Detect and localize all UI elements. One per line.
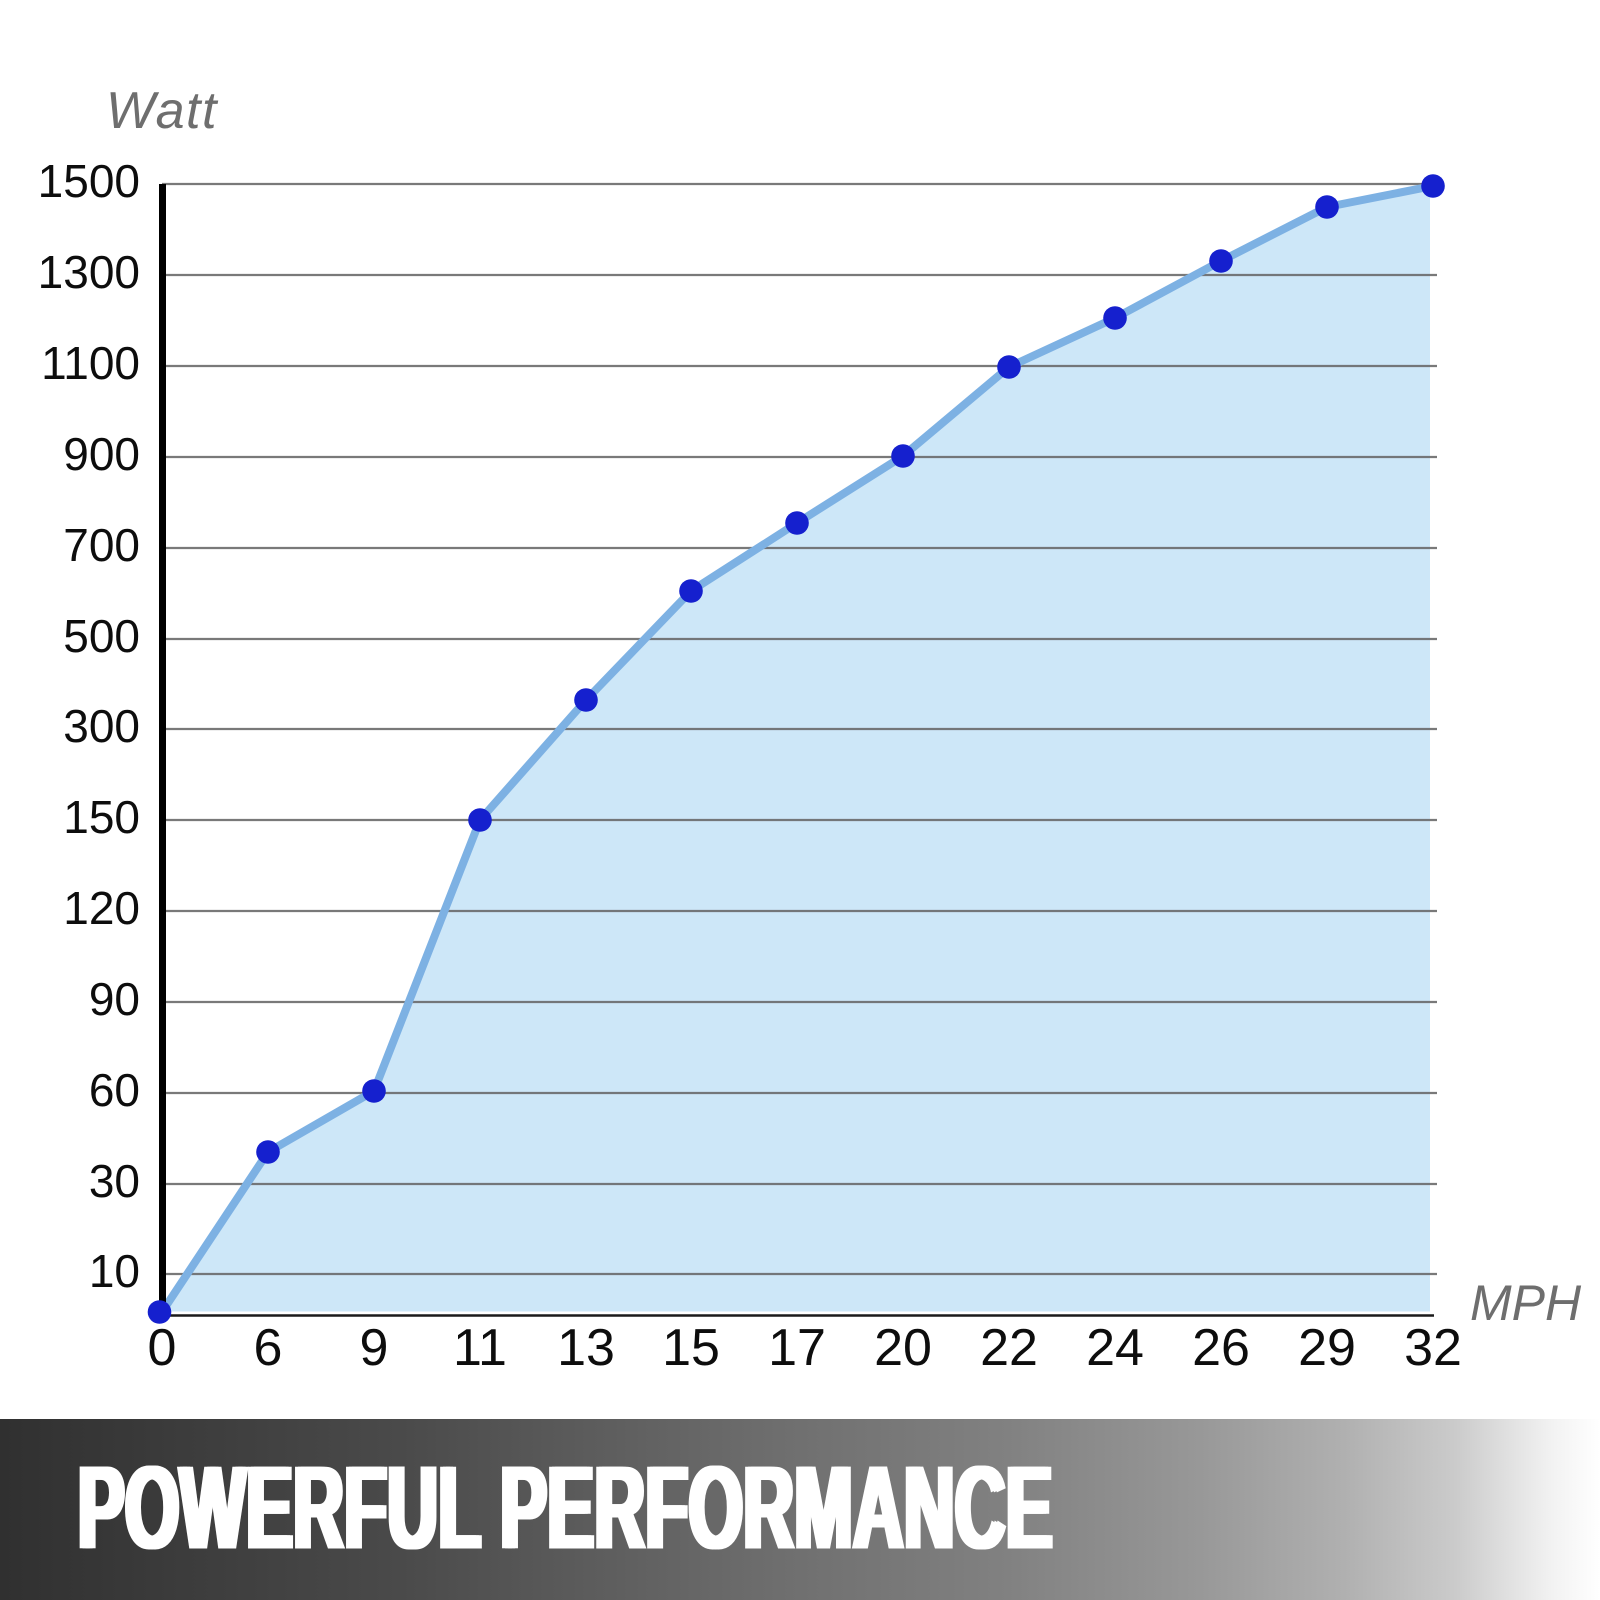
svg-text:0: 0 — [148, 1319, 177, 1377]
svg-text:MPH: MPH — [1470, 1275, 1582, 1331]
svg-text:11: 11 — [453, 1319, 507, 1377]
svg-text:120: 120 — [63, 882, 140, 934]
svg-text:26: 26 — [1192, 1319, 1250, 1377]
svg-text:1100: 1100 — [41, 337, 140, 389]
svg-text:20: 20 — [874, 1319, 932, 1377]
svg-text:9: 9 — [360, 1319, 389, 1377]
svg-text:22: 22 — [980, 1319, 1038, 1377]
svg-text:6: 6 — [254, 1319, 283, 1377]
svg-text:150: 150 — [63, 791, 140, 843]
svg-text:32: 32 — [1404, 1319, 1462, 1377]
svg-text:1300: 1300 — [38, 246, 140, 298]
svg-text:1500: 1500 — [38, 155, 140, 207]
svg-text:24: 24 — [1086, 1319, 1144, 1377]
svg-text:60: 60 — [89, 1064, 140, 1116]
svg-text:90: 90 — [89, 973, 140, 1025]
svg-text:13: 13 — [557, 1319, 615, 1377]
svg-text:10: 10 — [89, 1245, 140, 1297]
svg-text:15: 15 — [662, 1319, 720, 1377]
svg-text:29: 29 — [1298, 1319, 1356, 1377]
svg-text:30: 30 — [89, 1155, 140, 1207]
svg-text:500: 500 — [63, 610, 140, 662]
svg-text:Watt: Watt — [106, 82, 219, 140]
svg-text:300: 300 — [63, 700, 140, 752]
svg-text:900: 900 — [63, 428, 140, 480]
svg-text:17: 17 — [768, 1319, 826, 1377]
svg-text:700: 700 — [63, 519, 140, 571]
